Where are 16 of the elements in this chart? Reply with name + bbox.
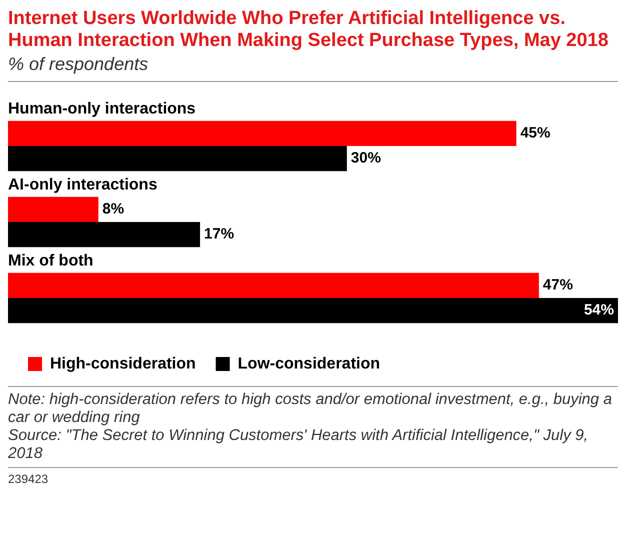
data-label: 8% — [102, 200, 124, 218]
chart-title: Internet Users Worldwide Who Prefer Artificial Intelligence vs. Human Interaction When Making Select Purchase Types, May 2018 — [8, 8, 610, 52]
y-tick-label: AI-only interactions — [8, 176, 158, 194]
legend-label: High-consideration — [50, 355, 196, 372]
legend-label: Low-consideration — [238, 355, 380, 372]
data-label: 47% — [542, 276, 573, 294]
y-tick-label: Mix of both — [8, 252, 94, 270]
data-label: 30% — [350, 150, 381, 167]
data-label: 17% — [204, 226, 234, 243]
data-label: 54% — [584, 302, 614, 319]
source-note: Source: "The Secret to Winning Customers' Hearts with Artificial Intelligence," July 9, 2018 — [8, 427, 590, 463]
chart-subtitle: % of respondents — [8, 54, 150, 75]
text: Note: high-consideration refers to high costs and/or emotional investment, e.g., buying a car or wedding ring — [8, 391, 613, 427]
text: 239423 — [8, 467, 618, 486]
y-tick-label: Human-only interactions — [8, 100, 196, 118]
data-label: 45% — [520, 124, 550, 142]
